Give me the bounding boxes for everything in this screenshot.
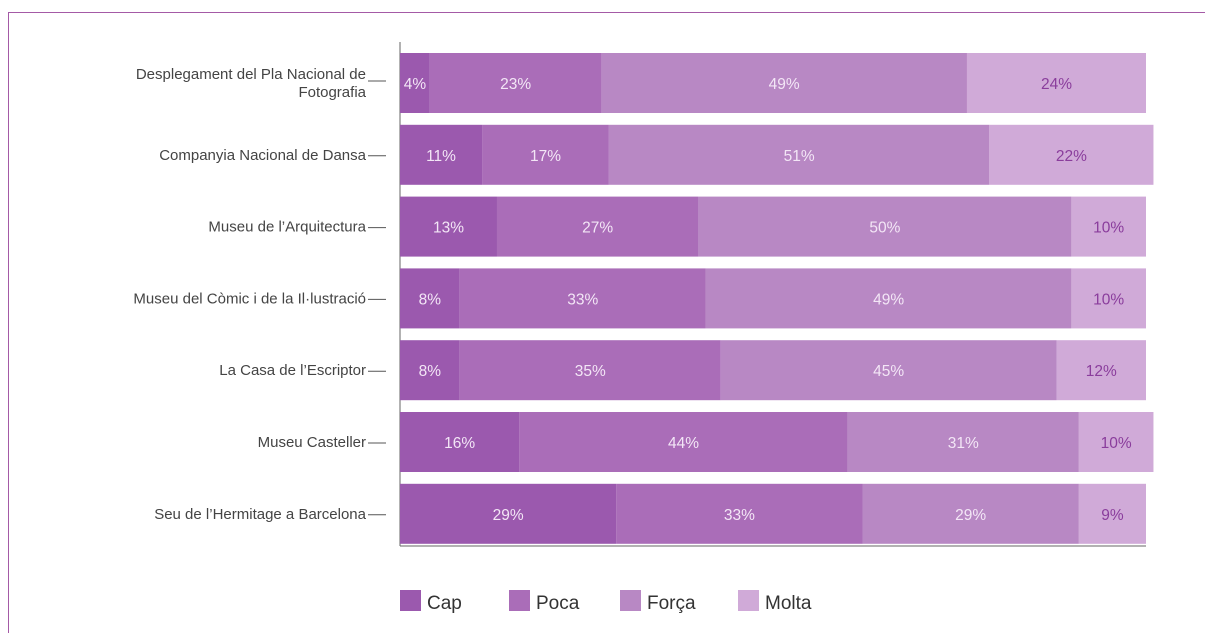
- data-label: 4%: [404, 76, 427, 93]
- bar-segment-poca: [459, 268, 706, 329]
- category-label: La Casa de l’Escriptor: [219, 362, 366, 379]
- bar-segment-poca: [496, 196, 699, 257]
- legend-label: Cap: [427, 593, 462, 614]
- bar-segment-cap: [400, 196, 497, 257]
- legend-swatch-molta: [738, 590, 759, 611]
- category-label: Fotografia: [298, 84, 366, 101]
- bar-segment-molta: [1078, 412, 1154, 472]
- bar-segment-poca: [429, 53, 602, 113]
- data-label: 33%: [567, 291, 598, 308]
- bar-segment-cap: [400, 483, 617, 544]
- data-label: 24%: [1041, 76, 1072, 93]
- data-label: 17%: [530, 148, 561, 165]
- category-label-group: Seu de l’Hermitage a Barcelona: [154, 506, 386, 523]
- bar-segment-molta: [1071, 196, 1146, 257]
- data-label: 49%: [769, 76, 800, 93]
- data-label: 51%: [784, 148, 815, 165]
- category-label: Museu del Còmic i de la Il·lustració: [133, 290, 366, 307]
- legend-swatch-poca: [509, 590, 530, 611]
- bar-segment-cap: [400, 124, 483, 185]
- data-label: 16%: [444, 435, 475, 452]
- bar-segment-força: [608, 124, 990, 185]
- bar-segment-força: [698, 196, 1072, 257]
- legend-label: Força: [647, 593, 696, 614]
- bar-segment-molta: [989, 124, 1154, 185]
- legend-swatch-força: [620, 590, 641, 611]
- bar-segment-cap: [400, 53, 430, 113]
- data-label: 22%: [1056, 148, 1087, 165]
- bar-segment-força: [862, 483, 1079, 544]
- data-label: 27%: [582, 220, 613, 237]
- data-label: 8%: [419, 363, 442, 380]
- data-label: 10%: [1093, 291, 1124, 308]
- bar-segment-molta: [1071, 268, 1146, 329]
- chart-frame: [8, 12, 1205, 633]
- data-label: 49%: [873, 291, 904, 308]
- category-label-group: Museu Casteller: [258, 434, 386, 451]
- data-label: 29%: [955, 507, 986, 524]
- bar-segment-poca: [519, 412, 848, 472]
- data-label: 44%: [668, 435, 699, 452]
- category-label: Companyia Nacional de Dansa: [159, 147, 366, 164]
- bar-segment-poca: [459, 340, 721, 401]
- data-label: 10%: [1093, 220, 1124, 237]
- bar-segment-cap: [400, 412, 520, 472]
- bar-segment-poca: [616, 483, 863, 544]
- bar-segment-força: [705, 268, 1072, 329]
- data-label: 45%: [873, 363, 904, 380]
- bar-segment-molta: [1078, 483, 1146, 544]
- data-label: 13%: [433, 220, 464, 237]
- category-label-group: Desplegament del Pla Nacional deFotograf…: [136, 66, 386, 101]
- data-label: 23%: [500, 76, 531, 93]
- data-label: 35%: [575, 363, 606, 380]
- data-label: 31%: [948, 435, 979, 452]
- bar-segment-força: [601, 53, 967, 113]
- bar-segment-cap: [400, 340, 460, 401]
- legend-swatch-cap: [400, 590, 421, 611]
- category-label-group: Companyia Nacional de Dansa: [159, 147, 386, 164]
- data-label: 9%: [1101, 507, 1124, 524]
- bar-segment-molta: [1056, 340, 1146, 401]
- category-label: Museu Casteller: [258, 434, 366, 451]
- category-label-group: Museu de l’Arquitectura: [208, 219, 386, 236]
- data-label: 29%: [493, 507, 524, 524]
- bar-segment-cap: [400, 268, 460, 329]
- bar-segment-força: [720, 340, 1057, 401]
- data-label: 12%: [1086, 363, 1117, 380]
- category-label: Seu de l’Hermitage a Barcelona: [154, 506, 366, 523]
- category-label: Desplegament del Pla Nacional de: [136, 66, 366, 83]
- bar-segment-força: [847, 412, 1079, 472]
- bar-segment-poca: [482, 124, 609, 185]
- legend-label: Molta: [765, 593, 812, 614]
- category-label: Museu de l’Arquitectura: [208, 219, 366, 236]
- data-label: 33%: [724, 507, 755, 524]
- data-label: 10%: [1101, 435, 1132, 452]
- data-label: 8%: [419, 291, 442, 308]
- data-label: 11%: [426, 148, 456, 165]
- data-label: 50%: [869, 220, 900, 237]
- category-label-group: La Casa de l’Escriptor: [219, 362, 386, 379]
- legend-label: Poca: [536, 593, 580, 614]
- bar-segment-molta: [966, 53, 1146, 113]
- category-label-group: Museu del Còmic i de la Il·lustració: [133, 290, 386, 307]
